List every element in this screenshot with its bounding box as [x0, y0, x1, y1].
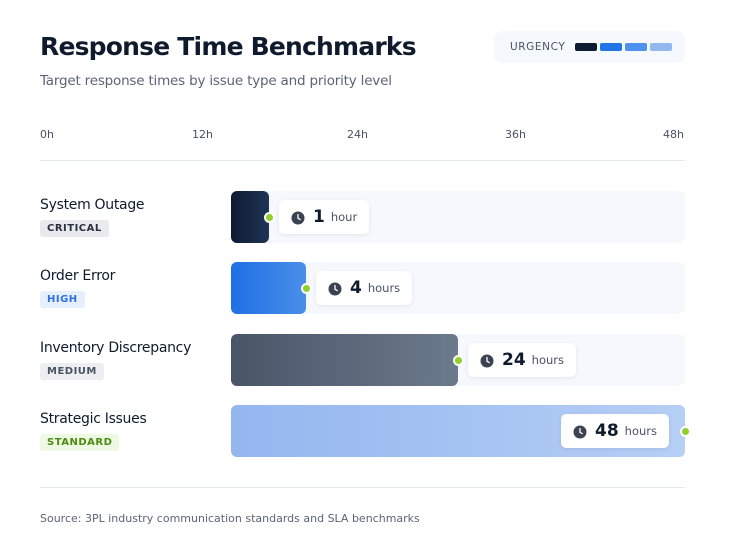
value-pill: 24 hours — [468, 343, 577, 377]
legend-swatch — [600, 43, 623, 51]
bar — [231, 262, 306, 314]
value-number: 4 — [350, 278, 362, 298]
axis-tick: 48h — [663, 128, 684, 141]
row-label: Inventory Discrepancy — [40, 340, 192, 356]
row-label: System Outage — [40, 197, 145, 213]
bar-end-dot — [453, 355, 464, 366]
legend-swatch — [650, 43, 673, 51]
legend-swatch — [575, 43, 598, 51]
bar-track: 1 hour — [231, 191, 685, 243]
priority-badge: MEDIUM — [40, 363, 104, 380]
bar — [231, 334, 458, 386]
value-unit: hours — [531, 353, 565, 367]
clock-icon — [328, 281, 342, 296]
page-subtitle: Target response times by issue type and … — [40, 73, 392, 89]
value-unit: hour — [330, 210, 358, 224]
row-label: Order Error — [40, 268, 116, 284]
value-number: 24 — [502, 350, 526, 370]
axis-tick: 36h — [505, 128, 526, 141]
footer-divider — [40, 487, 685, 488]
priority-badge: STANDARD — [40, 434, 120, 451]
source-note: Source: 3PL industry communication stand… — [40, 512, 420, 525]
value-unit: hours — [624, 424, 657, 438]
priority-badge: HIGH — [40, 291, 85, 308]
clock-icon — [480, 353, 494, 368]
priority-badge: CRITICAL — [40, 220, 109, 237]
bar-end-dot — [301, 283, 312, 294]
legend-label: URGENCY — [510, 41, 566, 53]
bar-track: 48 hours — [231, 405, 691, 457]
urgency-legend: URGENCY — [494, 31, 685, 63]
axis-tick: 12h — [192, 128, 213, 141]
clock-icon — [291, 210, 305, 225]
bar-track: 24 hours — [231, 334, 685, 386]
value-pill: 1 hour — [279, 200, 370, 234]
value-unit: hours — [367, 281, 401, 295]
clock-icon — [573, 424, 587, 439]
bar-end-dot — [680, 426, 691, 437]
value-number: 48 — [594, 421, 619, 441]
bar — [231, 191, 269, 243]
bar-track: 4 hours — [231, 262, 685, 314]
value-pill: 48 hours — [560, 414, 669, 448]
row-label: Strategic Issues — [40, 411, 147, 427]
value-number: 1 — [313, 207, 325, 227]
axis-tick: 0h — [40, 128, 54, 141]
value-pill: 4 hours — [316, 271, 413, 305]
bar-end-dot — [264, 212, 275, 223]
page-title: Response Time Benchmarks — [40, 32, 417, 61]
axis-tick: 24h — [347, 128, 368, 141]
axis-line — [40, 160, 685, 161]
legend-swatch — [625, 43, 648, 51]
